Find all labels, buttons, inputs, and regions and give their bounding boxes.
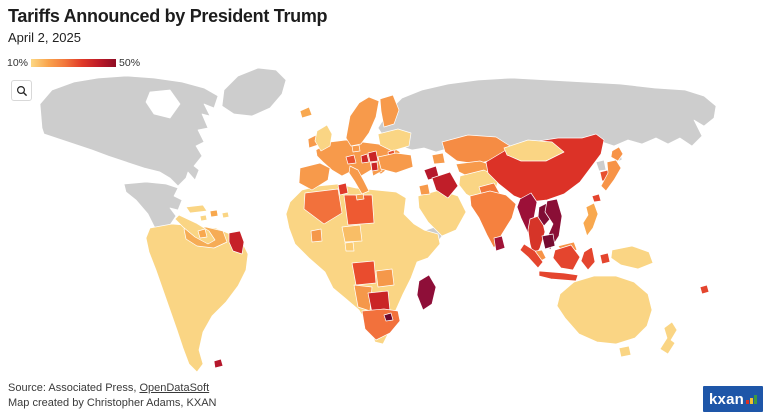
country-finland[interactable] xyxy=(379,94,400,128)
country-lesotho[interactable] xyxy=(383,312,394,322)
country-denmark[interactable] xyxy=(351,144,361,153)
country-guyana[interactable] xyxy=(228,230,245,255)
country-tunisia[interactable] xyxy=(337,182,349,196)
falkland-islands[interactable] xyxy=(213,358,224,369)
country-south-america[interactable] xyxy=(145,223,249,373)
magnifier-icon xyxy=(16,85,27,96)
island-puerto-rico[interactable] xyxy=(221,211,230,219)
map-footer: Source: Associated Press, OpenDataSoft M… xyxy=(8,381,216,410)
country-taiwan[interactable] xyxy=(591,193,602,203)
island-java[interactable] xyxy=(538,270,579,282)
country-north-korea[interactable] xyxy=(595,159,607,172)
country-algeria[interactable] xyxy=(303,188,343,225)
country-iraq[interactable] xyxy=(431,171,459,199)
island-sulawesi[interactable] xyxy=(580,246,596,271)
country-nicaragua[interactable] xyxy=(197,228,208,239)
country-bosnia[interactable] xyxy=(360,153,370,164)
country-india[interactable] xyxy=(469,190,517,249)
island-sicily[interactable] xyxy=(355,193,365,201)
source-text: Source: Associated Press, xyxy=(8,382,140,395)
country-nigeria[interactable] xyxy=(341,224,363,243)
country-serbia[interactable] xyxy=(367,150,379,163)
island-tasmania[interactable] xyxy=(618,345,632,358)
legend-max-label: 50% xyxy=(119,57,141,69)
country-united-kingdom[interactable] xyxy=(314,124,333,152)
country-cambodia[interactable] xyxy=(541,233,556,250)
page-subtitle: April 2, 2025 xyxy=(8,29,81,45)
map-header: Tariffs Announced by President Trump Apr… xyxy=(8,6,328,45)
country-australia[interactable] xyxy=(556,275,653,345)
country-japan-honshu[interactable] xyxy=(600,159,622,192)
credit-line: Map created by Christopher Adams, KXAN xyxy=(8,396,217,409)
island-borneo[interactable] xyxy=(552,244,581,271)
country-greenland[interactable] xyxy=(221,67,287,117)
opendatasoft-link[interactable]: OpenDataSoft xyxy=(139,382,210,395)
country-mongolia[interactable] xyxy=(503,139,565,162)
country-new-zealand[interactable] xyxy=(659,321,678,355)
country-zambia[interactable] xyxy=(375,268,395,288)
island-maluku[interactable] xyxy=(599,252,611,265)
country-cameroon[interactable] xyxy=(344,241,355,252)
legend-gradient-bar xyxy=(31,59,117,67)
region-scandinavia[interactable] xyxy=(345,96,380,147)
island-hispaniola[interactable] xyxy=(209,209,219,218)
country-papua-new-guinea[interactable] xyxy=(610,245,654,270)
page-title: Tariffs Announced by President Trump xyxy=(8,6,328,26)
country-fiji[interactable] xyxy=(699,284,710,295)
country-madagascar[interactable] xyxy=(416,274,437,311)
country-ukraine[interactable] xyxy=(377,128,412,152)
country-sri-lanka[interactable] xyxy=(493,235,506,252)
country-switzerland[interactable] xyxy=(345,154,357,165)
country-angola[interactable] xyxy=(351,260,377,286)
legend-min-label: 10% xyxy=(7,57,29,69)
country-turkey[interactable] xyxy=(377,152,414,174)
kxan-logo-bars-icon xyxy=(746,394,757,404)
kxan-logo[interactable]: kxan xyxy=(703,386,763,412)
country-jordan[interactable] xyxy=(418,183,431,196)
island-sumatra[interactable] xyxy=(519,243,544,269)
kxan-logo-text: kxan xyxy=(709,390,744,408)
region-iberia[interactable] xyxy=(298,162,331,191)
hudson-bay xyxy=(145,89,181,119)
source-line: Source: Associated Press, OpenDataSoft xyxy=(8,381,216,395)
region-caucasus[interactable] xyxy=(431,152,446,165)
country-mexico[interactable] xyxy=(123,181,183,239)
island-cuba[interactable] xyxy=(185,204,208,214)
country-north-macedonia[interactable] xyxy=(370,161,379,172)
tariff-legend: 10% 50% xyxy=(7,57,140,69)
country-japan-hokkaido[interactable] xyxy=(610,146,624,162)
island-jamaica[interactable] xyxy=(199,214,208,222)
country-iceland[interactable] xyxy=(299,106,313,119)
country-italy[interactable] xyxy=(348,165,370,195)
country-ivory-coast[interactable] xyxy=(310,228,323,243)
country-philippines[interactable] xyxy=(582,202,599,237)
zoom-button[interactable] xyxy=(11,80,32,101)
